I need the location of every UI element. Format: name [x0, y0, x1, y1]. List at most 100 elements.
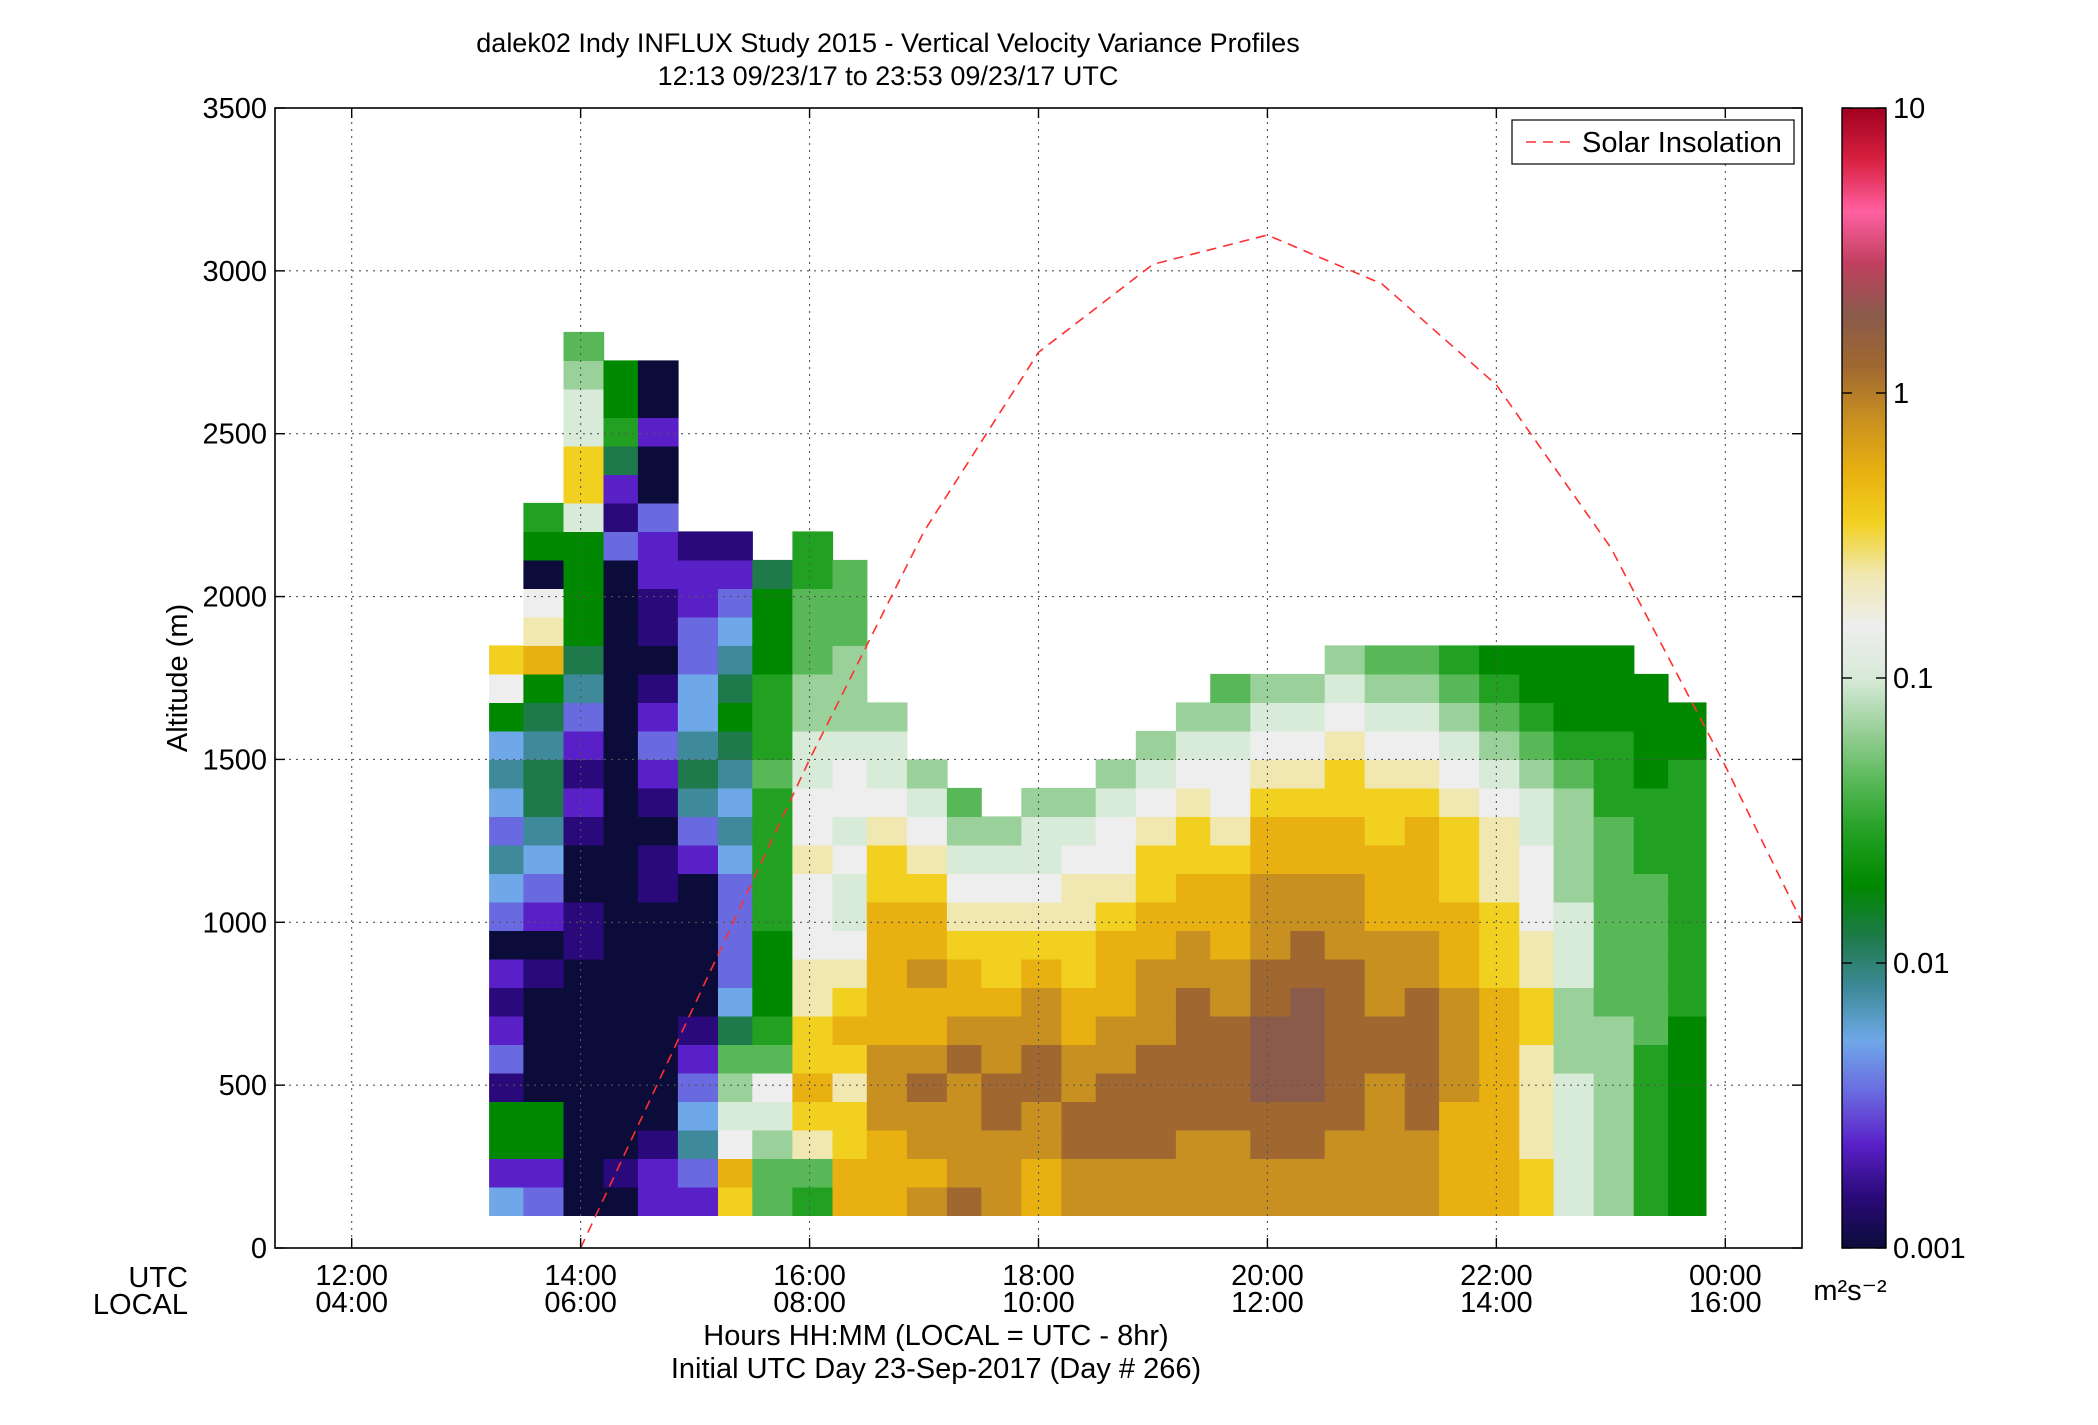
heatmap-cell: [1095, 987, 1137, 1017]
heatmap-cell: [1439, 1072, 1480, 1102]
heatmap-cell: [1250, 816, 1291, 846]
heatmap-cell: [563, 958, 605, 988]
heatmap-cell: [1210, 1044, 1251, 1074]
heatmap-cell: [1095, 844, 1137, 874]
heatmap-cell: [637, 474, 679, 504]
heatmap-cell: [1479, 1129, 1520, 1159]
heatmap-cell: [1364, 901, 1406, 931]
heatmap-cell: [563, 1015, 605, 1045]
heatmap-cell: [1553, 816, 1595, 846]
heatmap-cell: [1593, 759, 1635, 789]
heatmap-cell: [677, 1044, 719, 1074]
heatmap-cell: [1250, 673, 1291, 703]
heatmap-cell: [603, 901, 639, 931]
heatmap-cell: [1364, 1129, 1406, 1159]
heatmap-cell: [1479, 1186, 1520, 1216]
heatmap-cell: [489, 901, 524, 931]
heatmap-cell: [1175, 787, 1211, 817]
heatmap-cell: [1439, 1044, 1480, 1074]
heatmap-cell: [1593, 816, 1635, 846]
heatmap-cell: [906, 1072, 948, 1102]
heatmap-cell: [1439, 759, 1480, 789]
heatmap-cell: [1439, 1186, 1480, 1216]
heatmap-cell: [906, 1186, 948, 1216]
heatmap-cell: [752, 873, 793, 903]
heatmap-cell: [1633, 787, 1669, 817]
heatmap-cell: [752, 616, 793, 646]
heatmap-cell: [946, 787, 982, 817]
heatmap-cell: [946, 873, 982, 903]
y-tick-label: 1500: [202, 744, 267, 776]
heatmap-cell: [489, 987, 524, 1017]
heatmap-cell: [603, 930, 639, 960]
heatmap-cell: [1021, 816, 1062, 846]
heatmap-cell: [677, 1129, 719, 1159]
legend-box: [1511, 119, 1795, 165]
heatmap-cell: [677, 1015, 719, 1045]
heatmap-cell: [1633, 673, 1669, 703]
heatmap-cell: [1175, 1072, 1211, 1102]
heatmap-cell: [1021, 1158, 1062, 1188]
heatmap-cell: [981, 844, 1022, 874]
heatmap-cell: [637, 588, 679, 618]
heatmap-cell: [718, 531, 753, 561]
heatmap-cell: [523, 930, 565, 960]
heatmap-cell: [718, 816, 753, 846]
heatmap-cell: [792, 1015, 834, 1045]
heatmap-cell: [1593, 1129, 1635, 1159]
heatmap-cell: [866, 1129, 908, 1159]
heatmap-cell: [1668, 1072, 1707, 1102]
heatmap-cell: [1324, 702, 1366, 732]
heatmap-cell: [946, 1044, 982, 1074]
heatmap-cell: [1553, 1044, 1595, 1074]
heatmap-cell: [1175, 759, 1211, 789]
heatmap-cell: [523, 616, 565, 646]
heatmap-cell: [1364, 987, 1406, 1017]
heatmap-cell: [523, 1101, 565, 1131]
heatmap-cell: [1633, 1015, 1669, 1045]
heatmap-cell: [637, 645, 679, 675]
heatmap-cell: [563, 417, 605, 447]
heatmap-cell: [1290, 702, 1326, 732]
heatmap-cell: [1175, 816, 1211, 846]
heatmap-cell: [1324, 816, 1366, 846]
legend-label: Solar Insolation: [1582, 127, 1782, 159]
heatmap-cell: [603, 588, 639, 618]
heatmap-cell: [563, 531, 605, 561]
heatmap-cell: [1668, 730, 1707, 760]
heatmap-cell: [1439, 844, 1480, 874]
heatmap-cell: [1364, 730, 1406, 760]
heatmap-cell: [637, 987, 679, 1017]
heatmap-cell: [718, 559, 753, 589]
heatmap-cell: [1668, 1129, 1707, 1159]
heatmap-cell: [1633, 1044, 1669, 1074]
heatmap-cell: [563, 816, 605, 846]
heatmap-cell: [523, 816, 565, 846]
heatmap-cell: [1210, 787, 1251, 817]
heatmap-cell: [1439, 873, 1480, 903]
heatmap-cell: [946, 930, 982, 960]
y-ticks: 0 500 1000 1500 2000 2500 3000 3500: [202, 93, 1802, 1265]
heatmap-cell: [1290, 816, 1326, 846]
heatmap-cell: [792, 645, 834, 675]
heatmap-cell: [866, 1186, 908, 1216]
heatmap-cell: [489, 702, 524, 732]
heatmap-cell: [1095, 1015, 1137, 1045]
heatmap-cell: [677, 645, 719, 675]
heatmap-cell: [1519, 759, 1555, 789]
heatmap-cell: [563, 987, 605, 1017]
heatmap-cell: [677, 559, 719, 589]
heatmap-cell: [792, 1072, 834, 1102]
heatmap-cell: [489, 1015, 524, 1045]
heatmap-cell: [752, 759, 793, 789]
heatmap-cell: [1135, 1101, 1177, 1131]
heatmap-cell: [677, 787, 719, 817]
heatmap-cell: [832, 645, 868, 675]
heatmap-cell: [1290, 901, 1326, 931]
chart-title: dalek02 Indy INFLUX Study 2015 - Vertica…: [476, 28, 1299, 58]
heatmap-cell: [1250, 1072, 1291, 1102]
heatmap-cell: [718, 645, 753, 675]
chart-subtitle: 12:13 09/23/17 to 23:53 09/23/17 UTC: [658, 61, 1119, 91]
heatmap-cell: [1404, 702, 1440, 732]
colorbar-ticks: 0.001 0.01 0.1 1 10: [1842, 93, 1966, 1265]
